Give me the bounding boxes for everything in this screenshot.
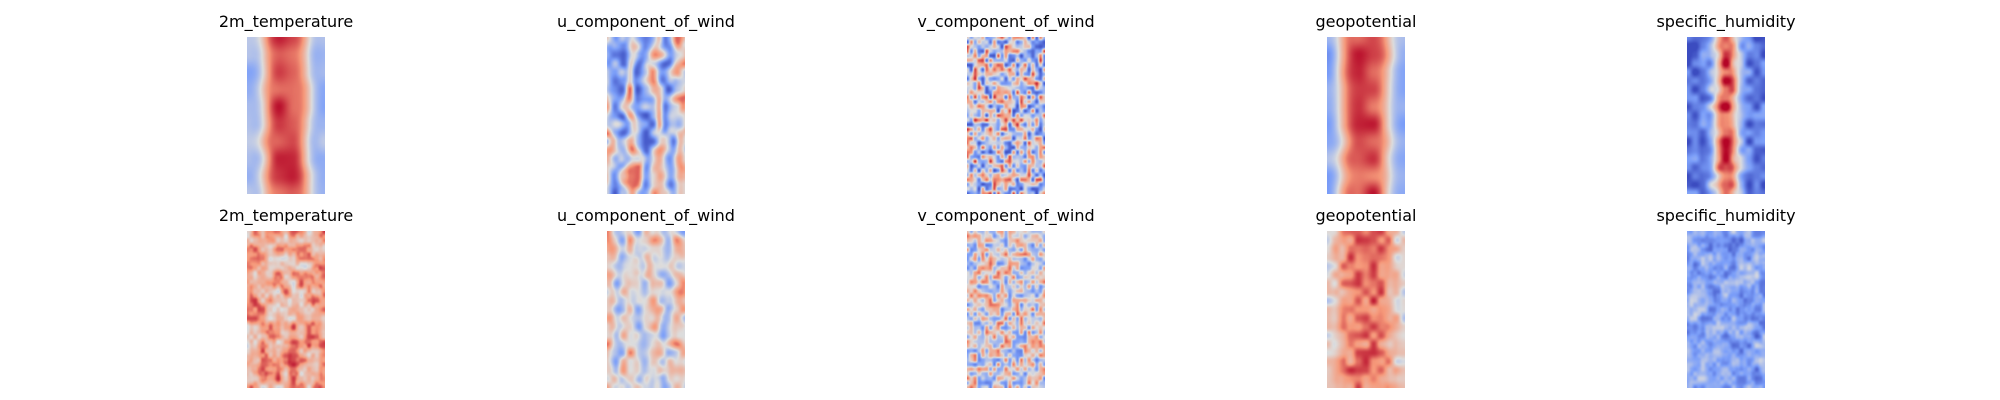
panel-title-r1-c3: v_component_of_wind: [917, 12, 1095, 31]
heatmap-r2-c3: [967, 231, 1045, 388]
panel-title-r1-c2: u_component_of_wind: [557, 12, 735, 31]
panel-title-r1-c4: geopotential: [1315, 12, 1417, 31]
heatmap-r2-c4: [1327, 231, 1405, 388]
panel-title-r1-c1: 2m_temperature: [218, 12, 354, 31]
heatmap-r1-c5: [1687, 37, 1765, 194]
panel-title-r2-c4: geopotential: [1315, 206, 1417, 225]
panel-title-r2-c1: 2m_temperature: [218, 206, 354, 225]
heatmap-r1-c3: [967, 37, 1045, 194]
heatmap-r2-c1: [247, 231, 325, 388]
panel-title-r2-c2: u_component_of_wind: [557, 206, 735, 225]
heatmap-r2-c5: [1687, 231, 1765, 388]
panel-title-r2-c5: specific_humidity: [1656, 206, 1796, 225]
heatmap-r1-c4: [1327, 37, 1405, 194]
heatmap-r1-c2: [607, 37, 685, 194]
heatmap-r2-c2: [607, 231, 685, 388]
heatmap-r1-c1: [247, 37, 325, 194]
panel-title-r2-c3: v_component_of_wind: [917, 206, 1095, 225]
panel-title-r1-c5: specific_humidity: [1656, 12, 1796, 31]
